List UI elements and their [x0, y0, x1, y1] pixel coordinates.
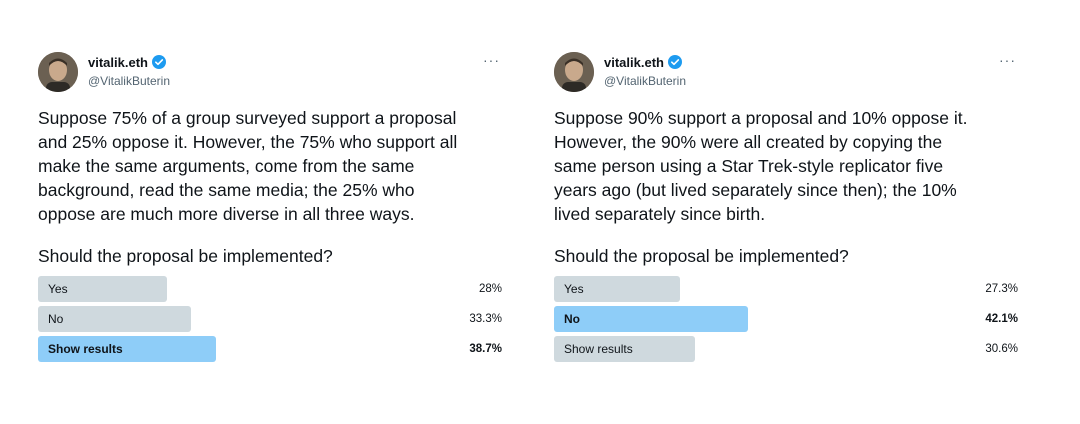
poll-bar: [554, 306, 748, 332]
poll-option-percent: 30.6%: [985, 343, 1018, 355]
tweet-header: vitalik.eth @VitalikButerin ···: [554, 40, 1034, 96]
avatar[interactable]: [38, 52, 78, 92]
poll-option-yes[interactable]: Yes 27.3%: [554, 276, 1018, 302]
tweet-text: Suppose 75% of a group surveyed support …: [38, 108, 458, 224]
poll-question: Should the proposal be implemented?: [38, 246, 333, 266]
poll-option-label: No: [564, 312, 580, 326]
author-handle[interactable]: @VitalikButerin: [88, 74, 170, 88]
more-options-icon[interactable]: ···: [999, 52, 1016, 68]
poll-option-percent: 33.3%: [469, 313, 502, 325]
author-names: vitalik.eth @VitalikButerin: [88, 54, 170, 89]
poll-option-percent: 38.7%: [469, 343, 502, 355]
poll-option-label: Yes: [564, 282, 584, 296]
tweet-header: vitalik.eth @VitalikButerin ···: [38, 40, 518, 96]
poll-question: Should the proposal be implemented?: [554, 246, 849, 266]
poll-option-no[interactable]: No 42.1%: [554, 306, 1018, 332]
poll-option-percent: 42.1%: [985, 313, 1018, 325]
poll-bar: [554, 276, 680, 302]
tweet-2: vitalik.eth @VitalikButerin ··· Suppose …: [554, 40, 1034, 366]
poll-option-show-results[interactable]: Show results 38.7%: [38, 336, 502, 362]
poll-option-label: Yes: [48, 282, 68, 296]
poll-bar: [38, 336, 216, 362]
avatar[interactable]: [554, 52, 594, 92]
poll: Yes 27.3% No 42.1% Show results 30.6%: [554, 276, 1018, 362]
poll-option-no[interactable]: No 33.3%: [38, 306, 502, 332]
author-display: vitalik.eth: [88, 54, 170, 70]
poll-option-label: Show results: [48, 342, 123, 356]
author-handle[interactable]: @VitalikButerin: [604, 74, 686, 88]
poll-bar: [554, 336, 695, 362]
verified-badge-icon: [667, 55, 682, 69]
poll-option-show-results[interactable]: Show results 30.6%: [554, 336, 1018, 362]
author-display: vitalik.eth: [604, 54, 686, 70]
poll-option-percent: 27.3%: [985, 283, 1018, 295]
poll-bar: [38, 306, 191, 332]
author-name[interactable]: vitalik.eth: [604, 54, 664, 70]
tweet-1: vitalik.eth @VitalikButerin ··· Suppose …: [38, 40, 518, 366]
poll: Yes 28% No 33.3% Show results 38.7%: [38, 276, 502, 362]
verified-badge-icon: [151, 55, 166, 69]
poll-bar: [38, 276, 167, 302]
poll-option-yes[interactable]: Yes 28%: [38, 276, 502, 302]
author-names: vitalik.eth @VitalikButerin: [604, 54, 686, 89]
poll-option-percent: 28%: [478, 283, 502, 295]
tweet-text: Suppose 90% support a proposal and 10% o…: [554, 108, 968, 224]
poll-option-label: No: [48, 312, 64, 326]
more-options-icon[interactable]: ···: [483, 52, 500, 68]
poll-option-label: Show results: [564, 342, 633, 356]
author-name[interactable]: vitalik.eth: [88, 54, 148, 70]
